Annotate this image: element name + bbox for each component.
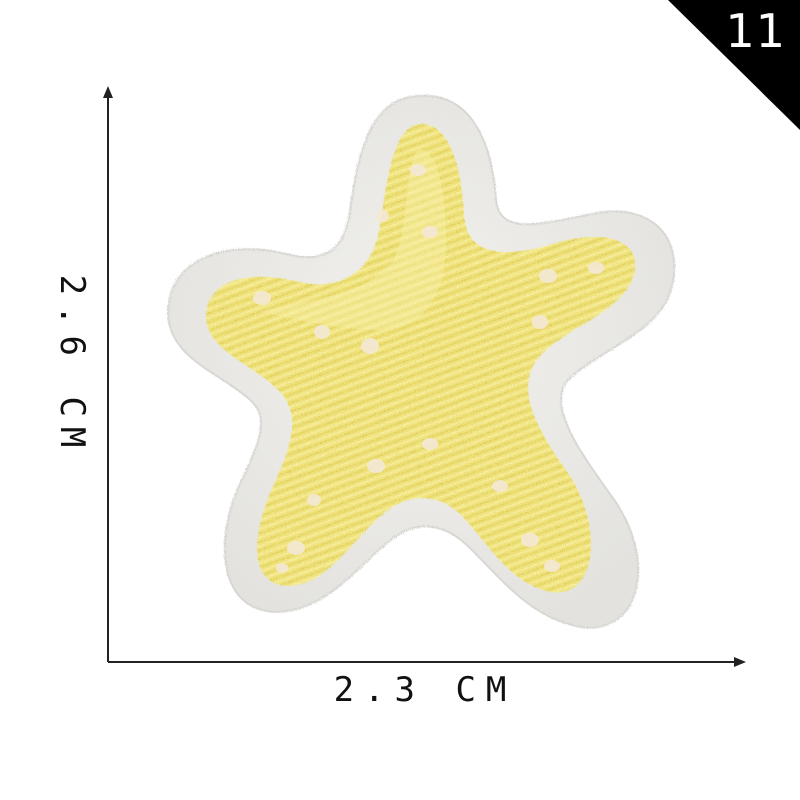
embroidery-spots	[253, 164, 604, 573]
badge-number: 11	[725, 4, 786, 58]
width-dimension-label: 2.3 CM	[333, 670, 517, 710]
embroidery-sheen	[260, 150, 446, 330]
vertical-axis-arrow-icon	[103, 86, 113, 98]
yellow-embroidery	[206, 123, 636, 593]
horizontal-axis-arrow-icon	[734, 657, 746, 667]
